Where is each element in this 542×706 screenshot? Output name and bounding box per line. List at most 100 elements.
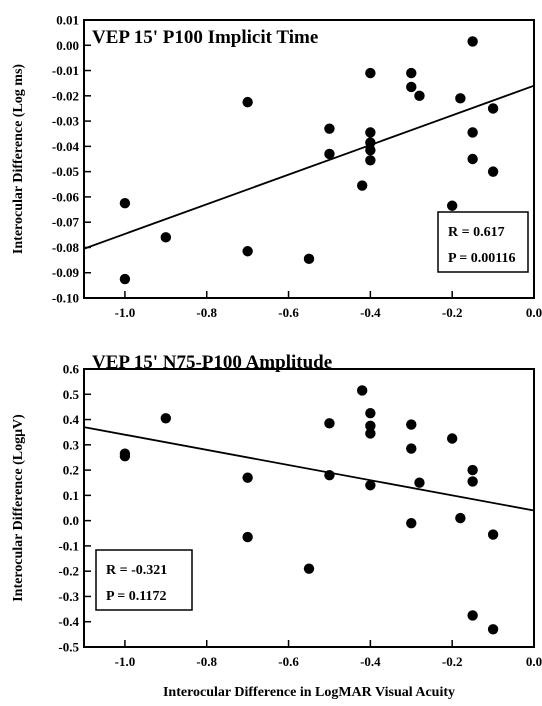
data-point [467, 476, 478, 487]
data-point [455, 512, 466, 524]
plot-frame [83, 368, 535, 648]
y-tick-label: -0.01 [52, 63, 79, 78]
data-point [467, 127, 478, 138]
data-point [365, 144, 376, 156]
fit-line-group [83, 426, 535, 512]
data-point [406, 443, 417, 454]
chart-title: VEP 15' P100 Implicit Time [92, 27, 318, 48]
x-tick-label: 0.0 [526, 305, 542, 320]
data-point [324, 418, 335, 429]
data-point [406, 81, 417, 93]
y-tick-label: -0.04 [52, 139, 80, 154]
data-point [324, 123, 335, 134]
x-tick-label: -0.4 [360, 305, 381, 320]
tick-group: 0.01 0.00 -0.01 -0.02 -0.03 -0.04 -0.05 -0.06 -0… [52, 13, 542, 321]
y-tick-label: -0.07 [52, 215, 80, 230]
y-tick-label: 0.6 [63, 362, 80, 377]
y-tick-label: 0.3 [63, 437, 80, 452]
data-point [467, 36, 478, 47]
data-point [356, 385, 368, 396]
chart-panel-implicit-time: VEP 15' P100 Implicit Time Interocular D… [11, 13, 542, 321]
stats-box-frame [95, 549, 193, 611]
y-tick-label: -0.05 [52, 164, 80, 179]
p-value-text: P = 0.1172 [106, 589, 166, 604]
y-tick-label: -0.10 [52, 291, 79, 306]
r-value-text: R = -0.321 [106, 563, 167, 578]
data-point [303, 253, 315, 265]
y-tick-label: -0.1 [58, 538, 79, 553]
data-points [119, 36, 499, 285]
x-tick-label: -0.6 [278, 305, 299, 320]
data-point [303, 563, 315, 574]
y-tick-label: 0.2 [63, 463, 79, 478]
y-tick-label: 0.5 [63, 387, 80, 402]
data-point [242, 246, 253, 257]
data-point [487, 103, 499, 114]
stats-box: R = -0.321 P = 0.1172 [95, 549, 193, 611]
data-point [365, 155, 376, 166]
x-tick-label: -0.6 [278, 654, 299, 669]
regression-line [83, 426, 535, 512]
regression-line [83, 84, 535, 250]
data-point [242, 472, 253, 483]
data-point [365, 480, 376, 491]
data-point [242, 531, 253, 543]
x-tick-label: -1.0 [115, 654, 136, 669]
data-point [446, 433, 458, 444]
data-point [414, 90, 425, 102]
p-value-text: P = 0.00116 [448, 251, 515, 266]
data-point [487, 166, 499, 177]
data-point [467, 610, 478, 621]
data-point [487, 529, 499, 540]
x-tick-label: 0.0 [526, 654, 542, 669]
x-axis-title: Interocular Difference in LogMAR Visual … [163, 685, 455, 700]
y-tick-label: 0.4 [63, 412, 80, 427]
chart-title: VEP 15' N75-P100 Amplitude [92, 352, 332, 373]
y-tick-label: 0.00 [56, 38, 79, 53]
data-point [356, 180, 368, 191]
data-point [365, 127, 376, 138]
data-point [365, 428, 376, 439]
stats-box: R = 0.617 P = 0.00116 [437, 211, 529, 273]
x-tick-label: -0.8 [196, 305, 217, 320]
data-point [406, 419, 417, 430]
plot-frame [83, 19, 535, 299]
y-tick-label: -0.5 [58, 640, 79, 655]
r-value-text: R = 0.617 [448, 225, 505, 240]
y-tick-label: -0.09 [52, 265, 80, 280]
data-point [365, 408, 376, 419]
y-tick-label: -0.08 [52, 240, 80, 255]
data-point [324, 148, 335, 160]
data-point [119, 198, 131, 209]
x-tick-label: -0.2 [442, 305, 463, 320]
chart-panel-amplitude: VEP 15' N75-P100 Amplitude Interocular D… [11, 352, 542, 669]
data-point [487, 624, 499, 635]
x-tick-label: -0.4 [360, 654, 381, 669]
data-point [365, 67, 376, 79]
data-point [414, 477, 425, 488]
data-point [119, 273, 131, 285]
data-point [365, 420, 376, 432]
y-tick-label: 0.1 [63, 488, 79, 503]
y-tick-label: 0.0 [63, 513, 79, 528]
y-tick-label: -0.06 [52, 189, 80, 204]
y-tick-label: -0.2 [58, 564, 79, 579]
data-point [160, 413, 172, 424]
data-point [119, 450, 131, 462]
x-tick-label: -0.2 [442, 654, 463, 669]
y-axis-title: Interocular Difference (LogμV) [11, 414, 26, 602]
data-point [365, 137, 376, 148]
y-axis-title: Interocular Difference (Log ms) [11, 64, 26, 254]
y-tick-label: -0.3 [58, 589, 79, 604]
x-tick-label: -1.0 [115, 305, 136, 320]
y-tick-label: -0.4 [58, 614, 79, 629]
x-tick-label: -0.8 [196, 654, 217, 669]
data-point [324, 469, 335, 481]
stats-box-frame [437, 211, 529, 273]
data-point [160, 232, 172, 243]
data-point [467, 464, 478, 476]
fit-line-group [83, 84, 535, 250]
y-tick-label: 0.01 [56, 13, 79, 28]
data-point [446, 200, 458, 211]
